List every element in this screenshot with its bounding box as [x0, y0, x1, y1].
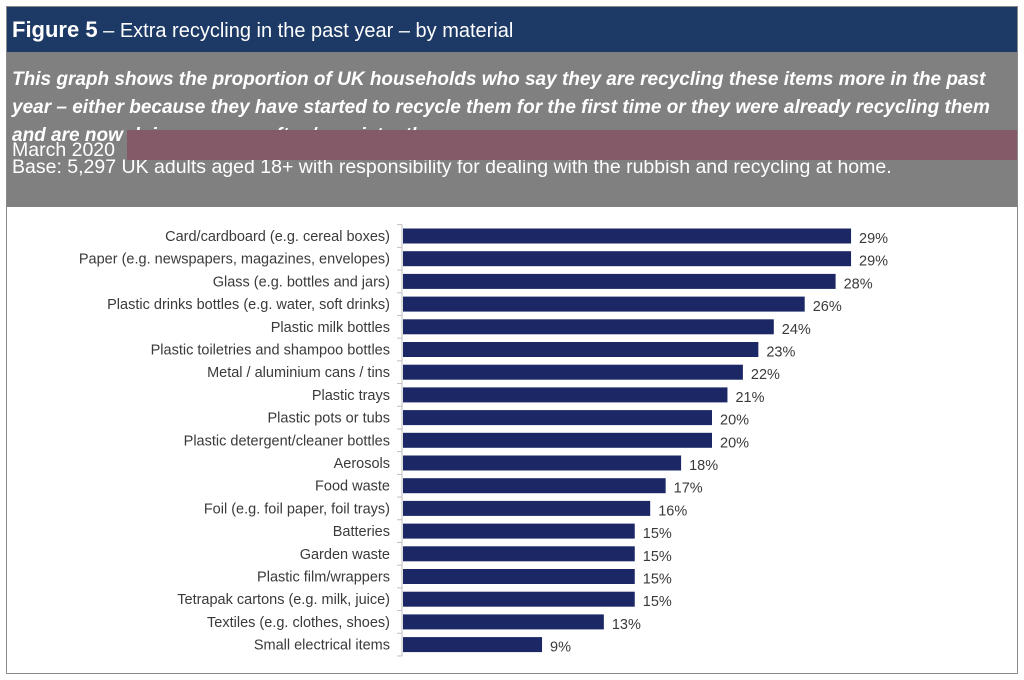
bar: [403, 523, 635, 539]
bar: [403, 410, 712, 426]
bar: [403, 569, 635, 584]
value-label: 26%: [813, 299, 842, 315]
bar: [403, 614, 604, 630]
value-label: 29%: [859, 231, 888, 247]
figure-title: – Extra recycling in the past year – by …: [103, 20, 514, 42]
category-label: Small electrical items: [254, 638, 390, 654]
bar: [403, 432, 712, 448]
description-box: This graph shows the proportion of UK ho…: [7, 52, 1017, 207]
bar: [403, 273, 836, 289]
category-label: Plastic pots or tubs: [268, 411, 391, 427]
bar: [403, 364, 743, 380]
description-base: Base: 5,297 UK adults aged 18+ with resp…: [12, 156, 892, 178]
category-label: Aerosols: [334, 456, 390, 472]
bar: [403, 296, 805, 312]
value-label: 15%: [643, 526, 672, 542]
category-label: Plastic film/wrappers: [257, 570, 390, 586]
bar: [403, 546, 635, 562]
category-label: Plastic detergent/cleaner bottles: [184, 433, 390, 449]
value-label: 23%: [766, 345, 795, 361]
category-label: Metal / aluminium cans / tins: [207, 365, 390, 381]
category-label: Batteries: [333, 524, 390, 540]
bar: [403, 342, 759, 357]
value-label: 29%: [859, 254, 888, 270]
value-label: 17%: [674, 481, 703, 497]
bar: [403, 637, 543, 653]
category-label: Garden waste: [300, 547, 390, 563]
bar: [403, 455, 682, 471]
bar: [403, 228, 852, 244]
category-label: Glass (e.g. bottles and jars): [213, 274, 390, 290]
category-label: Tetrapak cartons (e.g. milk, juice): [177, 592, 390, 608]
value-label: 20%: [720, 413, 749, 429]
bar: [403, 478, 666, 494]
value-label: 13%: [612, 617, 641, 633]
value-label: 15%: [643, 549, 672, 565]
bar: [403, 319, 774, 335]
category-label: Plastic milk bottles: [271, 320, 390, 336]
bar-chart: Card/cardboard (e.g. cereal boxes) 29% Pap…: [79, 224, 888, 657]
category-label: Plastic drinks bottles (e.g. water, soft…: [107, 297, 390, 313]
category-label: Plastic trays: [312, 388, 390, 404]
value-label: 15%: [643, 594, 672, 610]
value-label: 28%: [844, 276, 873, 292]
value-label: 24%: [782, 322, 811, 338]
figure-frame: Figure 5 – Extra recycling in the past y…: [6, 6, 1018, 674]
date-highlight: [127, 130, 1017, 160]
bar: [403, 591, 635, 607]
value-label: 21%: [735, 390, 764, 406]
value-label: 15%: [643, 572, 672, 588]
bar: [403, 387, 728, 403]
category-label: Paper (e.g. newspapers, magazines, envel…: [79, 252, 390, 268]
bar: [403, 500, 651, 516]
value-label: 20%: [720, 435, 749, 451]
value-label: 18%: [689, 458, 718, 474]
description-date: March 2020: [12, 139, 115, 161]
category-label: Textiles (e.g. clothes, shoes): [207, 615, 390, 631]
value-label: 22%: [751, 367, 780, 383]
category-label: Plastic toiletries and shampoo bottles: [151, 343, 390, 359]
title-bar: Figure 5 – Extra recycling in the past y…: [7, 7, 1017, 52]
category-label: Card/cardboard (e.g. cereal boxes): [165, 229, 390, 245]
value-label: 9%: [550, 640, 571, 656]
bar: [403, 251, 852, 267]
category-label: Food waste: [315, 479, 390, 495]
value-label: 16%: [658, 503, 687, 519]
figure-label: Figure 5: [12, 17, 98, 42]
category-label: Foil (e.g. foil paper, foil trays): [204, 501, 390, 517]
